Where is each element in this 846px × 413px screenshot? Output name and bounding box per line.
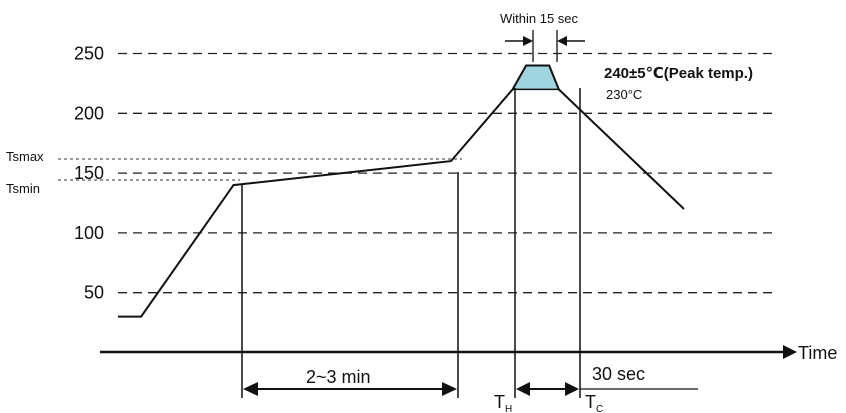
temperature-profile-line [118,64,685,318]
peak-temp-label: 240±5℃(Peak temp.) [604,65,753,82]
reflow-arrowhead-right [565,382,579,396]
y-tick-labels: 250 200 150 100 50 [74,44,104,303]
y-tick-label-150: 150 [74,163,104,183]
th-label-main: T [494,392,505,412]
tc-label-sub: C [596,404,603,413]
preheat-duration-label: 2~3 min [306,367,371,387]
tsmax-label: Tsmax [6,149,44,164]
th-label-sub: H [505,404,512,413]
time-axis-label: Time [798,343,837,363]
reflow-duration-label: 30 sec [592,364,645,384]
tc-label: TC [585,392,603,413]
temp-230-label: 230°C [606,87,642,102]
y-tick-label-100: 100 [74,223,104,243]
within-arrowhead-right [557,36,567,46]
y-tick-label-50: 50 [84,283,104,303]
preheat-arrowhead-left [243,382,258,396]
time-axis-arrow [783,345,797,359]
y-tick-label-250: 250 [74,44,104,64]
reflow-arrowhead-left [516,382,530,396]
grid-lines [118,52,778,294]
tsmin-label: Tsmin [6,181,40,196]
th-label: TH [494,392,512,413]
within-arrowhead-left [523,36,533,46]
preheat-arrowhead-right [442,382,457,396]
within-15-sec-label: Within 15 sec [500,11,579,26]
tc-label-main: T [585,392,596,412]
y-tick-label-200: 200 [74,103,104,123]
